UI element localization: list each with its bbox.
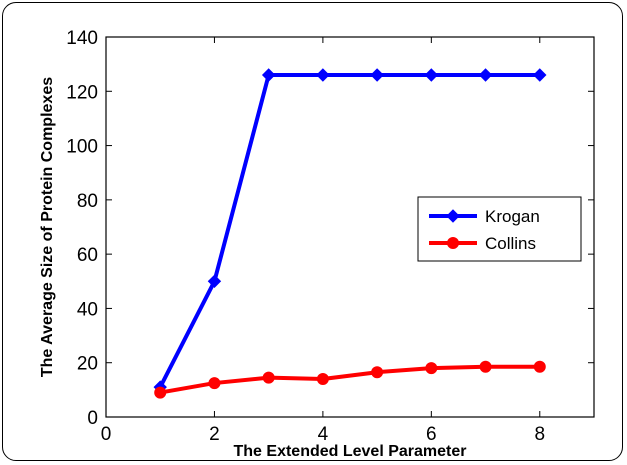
y-tick-label: 0 xyxy=(87,408,98,429)
x-tick-label: 8 xyxy=(534,424,545,445)
y-tick-label: 140 xyxy=(66,28,98,49)
x-tick-label: 2 xyxy=(209,424,220,445)
y-tick-label: 40 xyxy=(77,299,98,320)
krogan-point xyxy=(261,68,276,82)
collins-point xyxy=(154,386,167,399)
legend-label-collins: Collins xyxy=(485,234,536,253)
plot-area xyxy=(105,36,595,418)
krogan-point xyxy=(370,68,384,82)
x-tick-label: 0 xyxy=(101,424,112,445)
collins-point xyxy=(316,373,329,385)
collins-point xyxy=(425,362,438,375)
y-tick-label: 100 xyxy=(66,137,98,158)
series-collins xyxy=(154,360,546,399)
legend-label-krogan: Krogan xyxy=(485,207,540,226)
y-tick-label: 80 xyxy=(77,191,98,212)
y-tick-label: 60 xyxy=(77,245,98,266)
krogan-line xyxy=(158,73,540,389)
legend-entry-collins: Collins xyxy=(429,234,536,253)
krogan-point xyxy=(207,274,222,288)
x-tick-labels: 0 2 4 6 8 xyxy=(101,424,545,445)
collins-point xyxy=(262,371,275,384)
krogan-point xyxy=(316,68,330,82)
collins-point xyxy=(479,360,492,373)
x-tick-label: 6 xyxy=(426,424,437,445)
krogan-point xyxy=(424,68,439,82)
collins-point xyxy=(208,377,221,390)
legend: Krogan Collins xyxy=(417,196,582,262)
legend-box xyxy=(417,196,582,262)
series-layer xyxy=(153,68,547,399)
collins-point xyxy=(533,360,546,373)
x-tick-label: 4 xyxy=(318,424,329,445)
series-krogan xyxy=(153,68,547,394)
legend-marker-krogan xyxy=(446,209,460,223)
collins-point xyxy=(371,366,384,379)
y-tick-label: 20 xyxy=(77,354,98,375)
y-tick-label: 120 xyxy=(66,82,98,103)
y-axis-title: The Average Size of Protein Complexes xyxy=(39,77,56,377)
krogan-point xyxy=(533,68,547,82)
y-tick-labels: 0 20 40 60 80 100 120 140 xyxy=(66,28,98,429)
legend-entry-krogan: Krogan xyxy=(429,207,540,226)
collins-line xyxy=(159,364,540,395)
krogan-point xyxy=(478,68,493,82)
x-axis-title: The Extended Level Parameter xyxy=(234,443,467,460)
legend-marker-collins xyxy=(447,237,459,249)
